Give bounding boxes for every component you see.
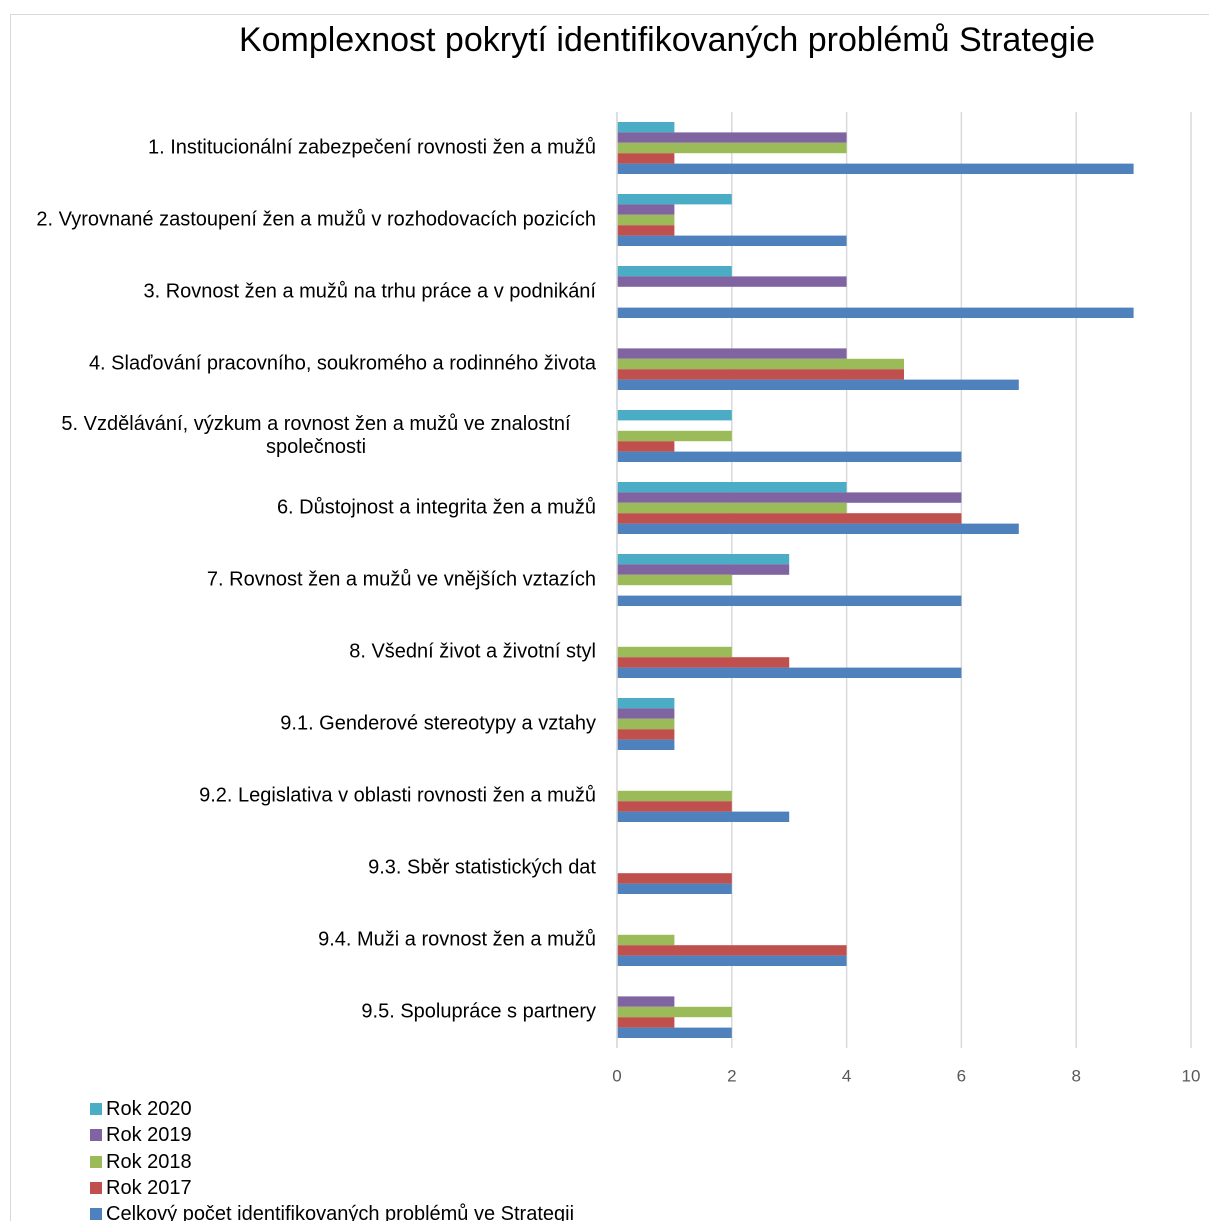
- bar: [617, 574, 732, 586]
- legend-item: Rok 2020: [90, 1098, 192, 1120]
- legend-label: Rok 2019: [106, 1124, 192, 1147]
- category-label: 9.5. Spolupráce s partnery: [361, 1000, 596, 1023]
- bar: [617, 955, 847, 966]
- category-label: 9.3. Sběr statistických dat: [368, 856, 596, 879]
- category-label: 2. Vyrovnané zastoupení žen a mužů v roz…: [36, 208, 596, 231]
- bar: [617, 718, 675, 730]
- bar: [617, 430, 732, 442]
- bar: [617, 523, 1019, 534]
- bar: [617, 934, 675, 946]
- bar: [617, 739, 675, 750]
- bar: [617, 142, 847, 154]
- bar: [617, 266, 732, 277]
- legend-swatch: [90, 1103, 102, 1115]
- legend-label: Rok 2018: [106, 1150, 192, 1173]
- legend-swatch: [90, 1155, 102, 1168]
- bar: [617, 204, 675, 215]
- x-tick-label: 0: [612, 1066, 621, 1085]
- bar: [617, 194, 732, 205]
- bar: [617, 502, 847, 514]
- bar: [617, 451, 962, 462]
- chart-title: Komplexnost pokrytí identifikovaných pro…: [239, 21, 1095, 59]
- bar: [617, 235, 847, 246]
- bar: [617, 657, 790, 668]
- bar: [617, 729, 675, 740]
- category-label: 1. Institucionální zabezpečení rovnosti …: [147, 136, 596, 159]
- chart-border: [10, 14, 1209, 1221]
- bar: [617, 996, 675, 1007]
- legend-label: Celkový počet identifikovaných problémů …: [106, 1203, 575, 1221]
- bar: [617, 873, 732, 884]
- bar: [617, 1006, 732, 1018]
- bar: [617, 708, 675, 719]
- legend-item: Rok 2017: [90, 1177, 192, 1199]
- bar: [617, 564, 790, 575]
- bar: [617, 163, 1134, 174]
- x-tick-label: 2: [727, 1066, 736, 1085]
- x-tick-label: 4: [842, 1066, 851, 1085]
- category-label: 9.4. Muži a rovnost žen a mužů: [318, 928, 596, 951]
- bar: [617, 801, 732, 812]
- legend-swatch: [90, 1208, 102, 1221]
- bar: [617, 379, 1019, 390]
- bar: [617, 276, 847, 287]
- bar: [617, 945, 847, 956]
- category-label: 7. Rovnost žen a mužů ve vnějších vztazí…: [206, 568, 596, 591]
- bar: [617, 410, 732, 421]
- category-label: 4. Slaďování pracovního, soukromého a ro…: [88, 352, 596, 375]
- bar: [617, 153, 675, 164]
- category-label: 9.1. Genderové stereotypy a vztahy: [280, 712, 596, 735]
- bar: [617, 369, 904, 380]
- bar: [617, 492, 962, 503]
- legend-swatch: [90, 1129, 102, 1142]
- bar: [617, 214, 675, 226]
- category-label: 6. Důstojnost a integrita žen a mužů: [276, 496, 596, 519]
- bar: [617, 513, 962, 524]
- bar: [617, 883, 732, 894]
- category-label: 3. Rovnost žen a mužů na trhu práce a v …: [143, 280, 597, 303]
- bar: [617, 790, 732, 802]
- bar: [617, 225, 675, 236]
- category-label: 5. Vzdělávání, výzkum a rovnost žen a mu…: [61, 413, 571, 458]
- bar: [617, 441, 675, 452]
- bar: [617, 307, 1134, 318]
- x-tick-label: 10: [1182, 1066, 1201, 1085]
- legend-item: Rok 2019: [90, 1124, 192, 1146]
- category-label: 9.2. Legislativa v oblasti rovnosti žen …: [199, 784, 596, 807]
- bar: [617, 667, 962, 678]
- legend-swatch: [90, 1181, 102, 1194]
- bar: [617, 698, 675, 709]
- bar: [617, 132, 847, 143]
- bar: [617, 482, 847, 493]
- x-tick-label: 6: [957, 1066, 966, 1085]
- legend-item: Rok 2018: [90, 1151, 192, 1173]
- bar: [617, 811, 790, 822]
- bar: [617, 348, 847, 359]
- bar: [617, 554, 790, 565]
- bar: [617, 122, 675, 133]
- bar: [617, 1017, 675, 1028]
- legend-label: Rok 2017: [106, 1176, 192, 1199]
- x-tick-label: 8: [1071, 1066, 1080, 1085]
- bar: [617, 358, 904, 370]
- bar: [617, 1027, 732, 1038]
- bar: [617, 646, 732, 658]
- category-label: 8. Všední život a životní styl: [349, 640, 596, 663]
- legend-item: Celkový počet identifikovaných problémů …: [90, 1203, 574, 1221]
- legend-label: Rok 2020: [106, 1098, 192, 1120]
- bar: [617, 595, 962, 606]
